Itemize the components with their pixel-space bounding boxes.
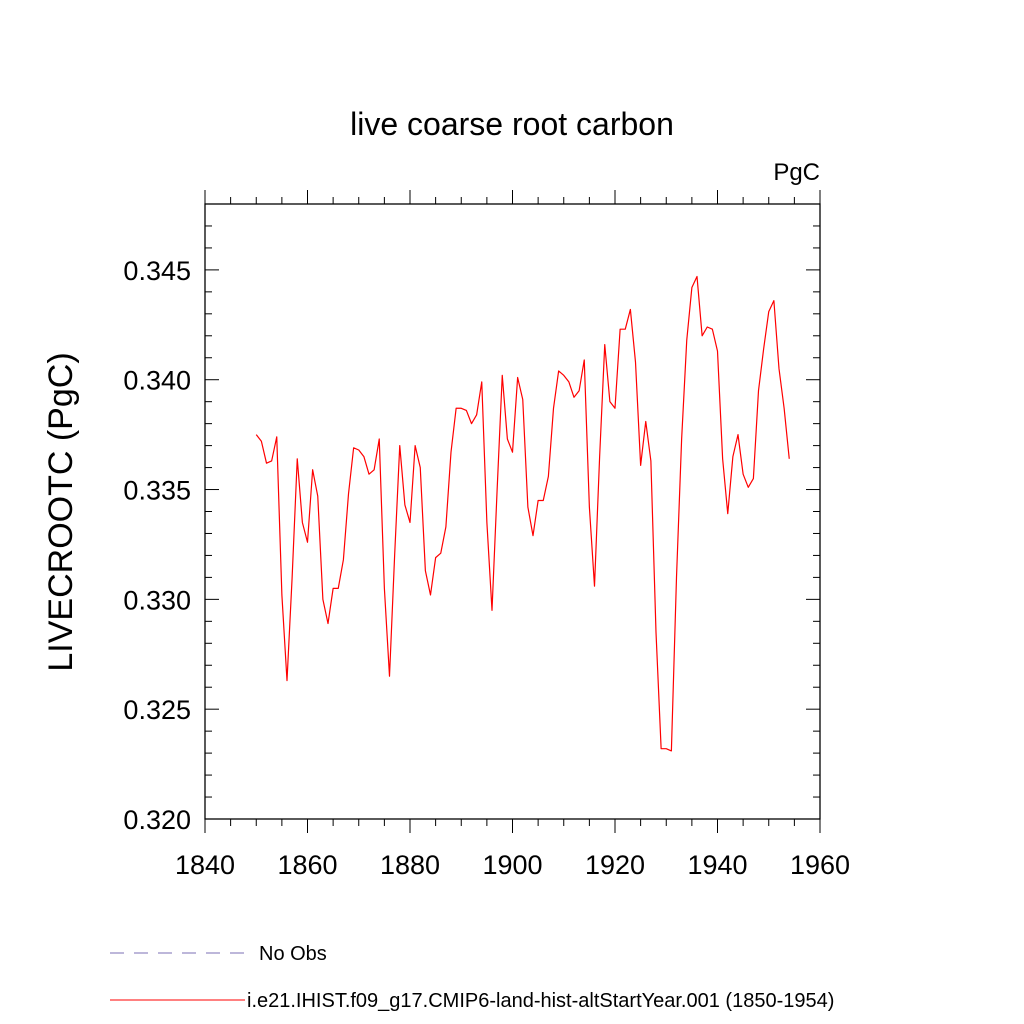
- x-tick-label: 1900: [482, 850, 542, 880]
- x-tick-label: 1860: [277, 850, 337, 880]
- y-tick-label: 0.330: [123, 585, 191, 615]
- y-tick-label: 0.325: [123, 695, 191, 725]
- plot-frame: [204, 203, 821, 820]
- axis-ticks: [204, 190, 821, 833]
- x-tick-label: 1960: [790, 850, 850, 880]
- legend: No Obs i.e21.IHIST.f09_g17.CMIP6-land-hi…: [110, 943, 834, 1012]
- y-tick-label: 0.335: [123, 476, 191, 506]
- x-tick-label: 1840: [175, 850, 235, 880]
- x-tick-label: 1920: [585, 850, 645, 880]
- y-tick-label: 0.345: [123, 256, 191, 286]
- y-tick-label: 0.320: [123, 805, 191, 835]
- axis-tick-labels: 1840 1860 1880 1900 1920 1940 1960 0.320 0.325 0.…: [123, 256, 850, 880]
- chart-title: live coarse root carbon: [350, 106, 674, 142]
- x-tick-label: 1880: [380, 850, 440, 880]
- y-axis-label: LIVECROOTC (PgC): [42, 352, 80, 671]
- legend-label-model: i.e21.IHIST.f09_g17.CMIP6-land-hist-altS…: [247, 990, 834, 1012]
- x-tick-label: 1940: [687, 850, 747, 880]
- series-layer: [255, 275, 790, 752]
- y-tick-label: 0.340: [123, 366, 191, 396]
- legend-label-no-obs: No Obs: [259, 943, 327, 965]
- units-label: PgC: [773, 159, 820, 186]
- series-line-1: [255, 275, 790, 752]
